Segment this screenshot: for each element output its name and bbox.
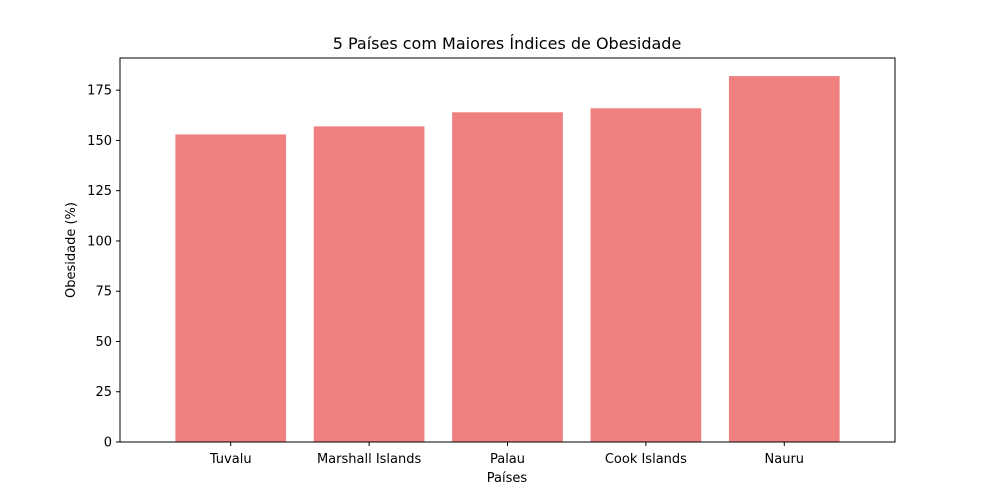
x-tick-label-nauru: Nauru (765, 452, 805, 467)
y-axis-label: Obesidade (%) (64, 202, 79, 298)
ticks-layer: Tuvalu Marshall Islands Palau Cook Islands N… (87, 84, 804, 467)
bar-tuvalu (175, 134, 287, 442)
bar-palau (452, 112, 563, 442)
x-tick-label-marshall-islands: Marshall Islands (317, 452, 422, 467)
bar-marshall-islands (313, 126, 425, 443)
y-tick-label-25: 25 (95, 385, 112, 400)
x-tick-label-tuvalu: Tuvalu (209, 452, 252, 467)
chart-title: 5 Países com Maiores Índices de Obesidad… (333, 34, 682, 53)
y-tick-label-100: 100 (87, 234, 112, 249)
y-tick-label-175: 175 (87, 84, 112, 99)
y-tick-label-125: 125 (87, 184, 112, 199)
bars-layer (175, 76, 840, 443)
x-axis-label: Países (487, 471, 528, 486)
x-tick-label-cook-islands: Cook Islands (605, 452, 687, 467)
y-tick-label-0: 0 (104, 436, 112, 451)
bar-cook-islands (590, 108, 702, 442)
y-tick-label-50: 50 (95, 335, 112, 350)
bar-nauru (728, 76, 840, 442)
y-tick-label-75: 75 (95, 285, 112, 300)
x-tick-label-palau: Palau (490, 452, 525, 467)
plot-frame (119, 57, 896, 443)
y-tick-label-150: 150 (87, 134, 112, 149)
